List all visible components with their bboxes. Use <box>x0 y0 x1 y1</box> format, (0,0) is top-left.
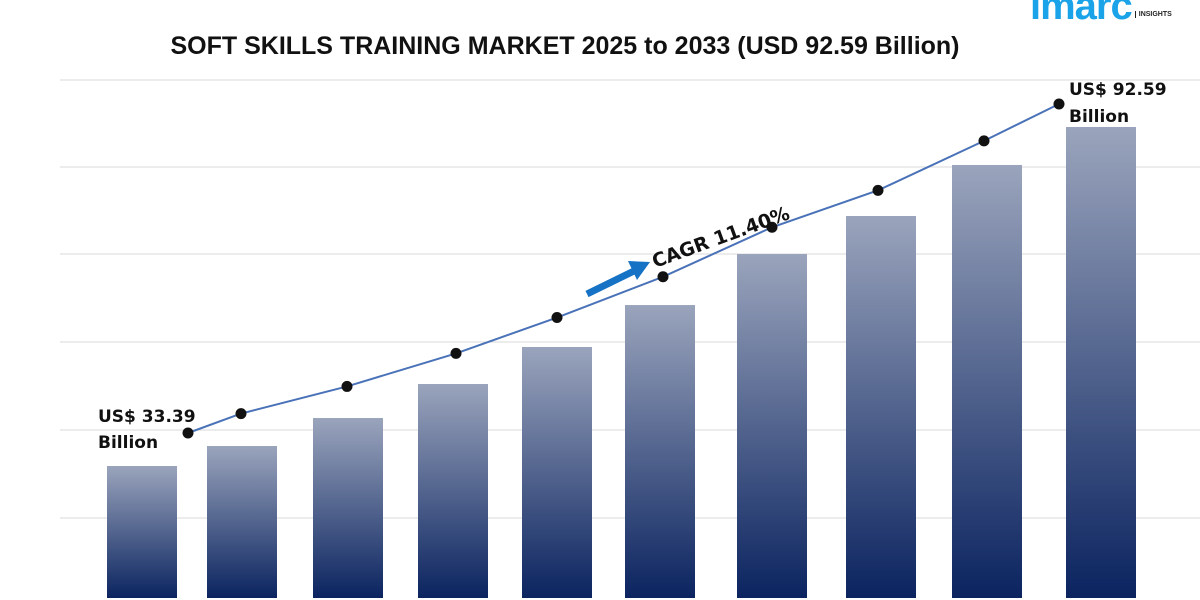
line-marker <box>450 347 462 359</box>
line-marker <box>182 427 194 439</box>
bar <box>952 164 1022 599</box>
bar <box>107 466 177 598</box>
end-label-1: US$ 92.59 <box>1069 80 1167 100</box>
bar <box>522 347 592 598</box>
chart-title: SOFT SKILLS TRAINING MARKET 2025 to 2033… <box>170 32 960 60</box>
bar <box>846 215 916 599</box>
end-label-2: Billion <box>1069 107 1129 127</box>
imarc-logo: imarc INSIGHTS <box>1030 0 1172 26</box>
logo-sub: INSIGHTS <box>1134 11 1172 18</box>
cagr-arrow-icon <box>585 261 650 298</box>
line-marker <box>341 380 353 392</box>
line-marker <box>978 135 990 147</box>
start-label-1: US$ 33.39 <box>98 407 196 427</box>
trend-line <box>187 103 1060 434</box>
bar <box>625 305 695 598</box>
line-marker <box>872 184 884 196</box>
start-label-2: Billion <box>98 433 158 453</box>
logo-brand: imarc <box>1030 0 1133 28</box>
line-marker <box>551 312 563 324</box>
bar <box>418 383 488 598</box>
line-marker <box>235 408 247 420</box>
bar <box>737 254 807 598</box>
line-marker <box>766 221 778 233</box>
line-marker <box>1053 98 1065 110</box>
bar <box>313 418 383 598</box>
bar <box>1066 127 1136 598</box>
line-marker <box>657 271 669 283</box>
bar <box>207 446 277 598</box>
